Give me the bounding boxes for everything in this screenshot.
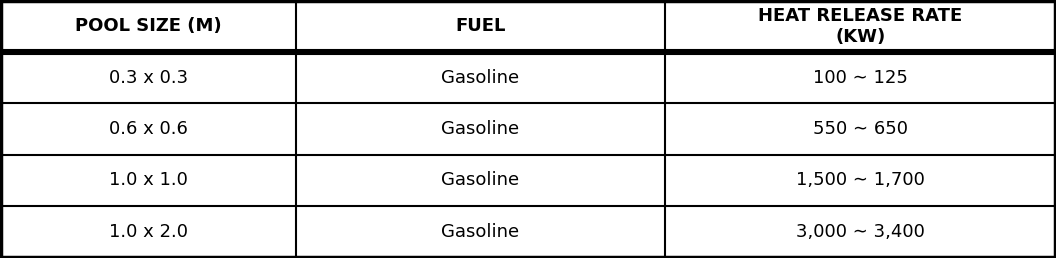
Bar [1, 206, 296, 257]
Bar [665, 206, 1055, 257]
Bar [296, 155, 665, 206]
Bar [296, 103, 665, 155]
Text: Gasoline: Gasoline [441, 171, 520, 189]
Text: Gasoline: Gasoline [441, 120, 520, 138]
Text: 1,500 ∼ 1,700: 1,500 ∼ 1,700 [796, 171, 925, 189]
Text: HEAT RELEASE RATE
(KW): HEAT RELEASE RATE (KW) [758, 7, 962, 46]
Bar [296, 52, 665, 103]
Text: FUEL: FUEL [455, 17, 506, 35]
Text: Gasoline: Gasoline [441, 69, 520, 87]
Text: 1.0 x 1.0: 1.0 x 1.0 [109, 171, 188, 189]
Bar [1, 52, 296, 103]
Text: 1.0 x 2.0: 1.0 x 2.0 [109, 223, 188, 241]
Text: 3,000 ∼ 3,400: 3,000 ∼ 3,400 [796, 223, 925, 241]
Bar [665, 103, 1055, 155]
Bar [296, 1, 665, 52]
Bar [665, 155, 1055, 206]
Bar [1, 1, 296, 52]
Text: POOL SIZE (M): POOL SIZE (M) [75, 17, 222, 35]
Text: 100 ∼ 125: 100 ∼ 125 [813, 69, 908, 87]
Bar [665, 52, 1055, 103]
Bar [296, 206, 665, 257]
Text: 0.6 x 0.6: 0.6 x 0.6 [109, 120, 188, 138]
Bar [1, 155, 296, 206]
Bar [1, 103, 296, 155]
Text: Gasoline: Gasoline [441, 223, 520, 241]
Text: 0.3 x 0.3: 0.3 x 0.3 [109, 69, 188, 87]
Text: 550 ∼ 650: 550 ∼ 650 [813, 120, 908, 138]
Bar [665, 1, 1055, 52]
